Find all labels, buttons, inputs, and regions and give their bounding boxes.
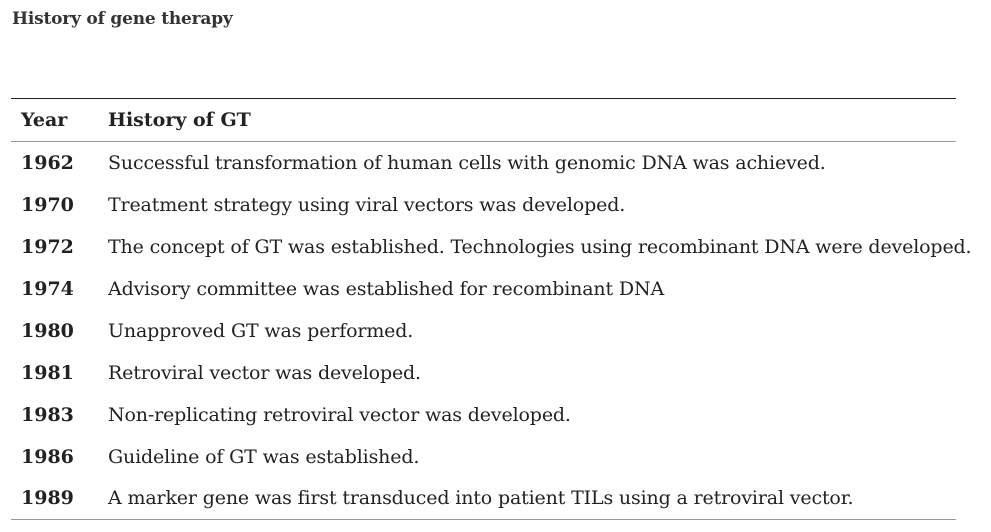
- table-row: 1974 Advisory committee was established …: [11, 268, 956, 310]
- year-cell: 1981: [21, 361, 74, 384]
- table-row: 1983 Non-replicating retroviral vector w…: [11, 394, 956, 436]
- table-row: 1962 Successful transformation of human …: [11, 142, 956, 184]
- event-cell: A marker gene was first transduced into …: [108, 487, 854, 510]
- column-header-history: History of GT: [108, 109, 251, 131]
- event-cell: Successful transformation of human cells…: [108, 151, 826, 174]
- table-row: 1989 A marker gene was first transduced …: [11, 478, 956, 520]
- table-row: 1972 The concept of GT was established. …: [11, 226, 972, 268]
- event-cell: The concept of GT was established. Techn…: [108, 235, 972, 258]
- event-cell: Non-replicating retroviral vector was de…: [108, 403, 571, 426]
- table-header: Year History of GT: [11, 98, 956, 142]
- history-table: Year History of GT 1962 Successful trans…: [11, 98, 972, 520]
- table-row: 1986 Guideline of GT was established.: [11, 436, 956, 478]
- year-cell: 1989: [21, 487, 74, 510]
- table-row: 1981 Retroviral vector was developed.: [11, 352, 956, 394]
- page-title: History of gene therapy: [12, 9, 233, 29]
- event-cell: Unapproved GT was performed.: [108, 319, 414, 342]
- event-cell: Treatment strategy using viral vectors w…: [108, 193, 626, 216]
- table-row: 1980 Unapproved GT was performed.: [11, 310, 956, 352]
- column-header-year: Year: [21, 109, 68, 131]
- event-cell: Advisory committee was established for r…: [108, 277, 665, 300]
- gene-therapy-history-table: Year History of GT 1962 Successful trans…: [11, 98, 972, 520]
- year-cell: 1972: [21, 235, 74, 258]
- header-row: Year History of GT: [11, 98, 956, 142]
- year-cell: 1983: [21, 403, 74, 426]
- event-cell: Guideline of GT was established.: [108, 445, 420, 468]
- year-cell: 1986: [21, 445, 74, 468]
- year-cell: 1974: [21, 277, 74, 300]
- year-cell: 1970: [21, 193, 74, 216]
- event-cell: Retroviral vector was developed.: [108, 361, 421, 384]
- year-cell: 1962: [21, 151, 74, 174]
- table-row: 1970 Treatment strategy using viral vect…: [11, 184, 956, 226]
- year-cell: 1980: [21, 319, 74, 342]
- table-body: 1962 Successful transformation of human …: [11, 142, 972, 520]
